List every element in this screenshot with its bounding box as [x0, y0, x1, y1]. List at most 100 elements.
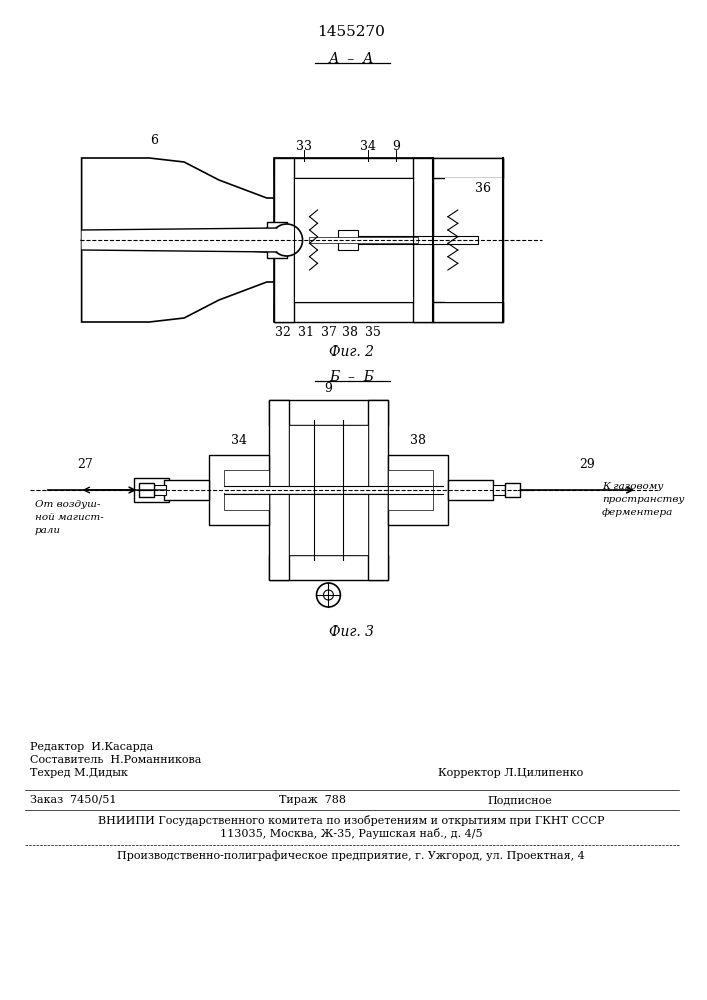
- Bar: [433, 158, 503, 178]
- Polygon shape: [81, 228, 276, 252]
- Bar: [134, 478, 169, 502]
- Bar: [413, 158, 433, 322]
- Bar: [164, 480, 209, 500]
- Bar: [267, 222, 286, 258]
- Bar: [433, 158, 503, 322]
- Bar: [368, 400, 388, 580]
- Bar: [388, 455, 448, 525]
- Text: 38: 38: [410, 434, 426, 446]
- Bar: [224, 487, 443, 493]
- Bar: [433, 158, 503, 178]
- Bar: [224, 470, 269, 510]
- Bar: [274, 158, 433, 178]
- Text: Тираж  788: Тираж 788: [279, 795, 346, 805]
- Text: 31: 31: [298, 326, 314, 338]
- Bar: [433, 302, 503, 322]
- Bar: [413, 158, 433, 322]
- Bar: [274, 302, 433, 322]
- Bar: [274, 158, 433, 322]
- Bar: [286, 170, 421, 310]
- Text: 29: 29: [579, 458, 595, 472]
- Text: 9: 9: [325, 381, 332, 394]
- Bar: [274, 158, 293, 322]
- Bar: [308, 237, 418, 243]
- Bar: [433, 302, 503, 322]
- Bar: [388, 455, 448, 525]
- Bar: [209, 455, 269, 525]
- Bar: [288, 425, 368, 555]
- Circle shape: [324, 590, 334, 600]
- Text: Корректор Л.Цилипенко: Корректор Л.Цилипенко: [438, 768, 583, 778]
- Text: ферментера: ферментера: [602, 508, 673, 517]
- Text: 37: 37: [320, 326, 337, 338]
- Bar: [269, 555, 388, 580]
- Text: рали: рали: [35, 526, 61, 535]
- Text: Б  –  Б: Б – Б: [329, 370, 374, 384]
- Bar: [493, 485, 505, 495]
- Bar: [293, 178, 413, 302]
- Bar: [269, 400, 388, 425]
- Text: Производственно-полиграфическое предприятие, г. Ужгород, ул. Проектная, 4: Производственно-полиграфическое предприя…: [117, 850, 585, 861]
- Bar: [269, 555, 388, 580]
- Bar: [274, 302, 433, 322]
- Text: 32: 32: [275, 326, 291, 338]
- Bar: [224, 486, 443, 494]
- Text: 38: 38: [342, 326, 358, 338]
- Text: Составитель  Н.Романникова: Составитель Н.Романникова: [30, 755, 201, 765]
- Text: 36: 36: [474, 182, 491, 194]
- Bar: [349, 236, 478, 244]
- Bar: [448, 480, 493, 500]
- Bar: [388, 470, 433, 510]
- Text: Техред М.Дидык: Техред М.Дидык: [30, 768, 128, 778]
- Bar: [339, 230, 358, 250]
- Bar: [164, 480, 209, 500]
- Text: Фиг. 2: Фиг. 2: [329, 345, 374, 359]
- Text: К газовому: К газовому: [602, 482, 664, 491]
- Bar: [169, 482, 181, 498]
- Text: 9: 9: [392, 139, 400, 152]
- Bar: [433, 158, 503, 322]
- Bar: [493, 485, 505, 495]
- Bar: [445, 178, 503, 302]
- Bar: [505, 483, 520, 497]
- Text: Подписное: Подписное: [488, 795, 552, 805]
- Text: 113035, Москва, Ж-35, Раушская наб., д. 4/5: 113035, Москва, Ж-35, Раушская наб., д. …: [220, 828, 483, 839]
- Bar: [154, 485, 166, 495]
- Bar: [154, 485, 166, 495]
- Text: пространству: пространству: [602, 495, 684, 504]
- Circle shape: [317, 583, 340, 607]
- Bar: [267, 222, 286, 258]
- Polygon shape: [81, 240, 276, 322]
- Bar: [134, 478, 169, 502]
- Bar: [274, 158, 433, 178]
- Text: 6: 6: [151, 133, 158, 146]
- Bar: [169, 482, 181, 498]
- Text: 33: 33: [296, 139, 312, 152]
- Bar: [209, 455, 269, 525]
- Circle shape: [271, 224, 303, 256]
- Text: 34: 34: [231, 434, 247, 446]
- Bar: [349, 236, 478, 244]
- Text: От воздуш-: От воздуш-: [35, 500, 100, 509]
- Text: 27: 27: [77, 458, 93, 472]
- Text: 34: 34: [361, 139, 376, 152]
- Bar: [139, 483, 154, 497]
- Text: 1455270: 1455270: [317, 25, 385, 39]
- Bar: [269, 400, 288, 580]
- Bar: [224, 486, 443, 494]
- Bar: [448, 480, 493, 500]
- Text: Заказ  7450/51: Заказ 7450/51: [30, 795, 117, 805]
- Text: 35: 35: [366, 326, 381, 338]
- Bar: [269, 400, 288, 580]
- Text: ВНИИПИ Государственного комитета по изобретениям и открытиям при ГКНТ СССР: ВНИИПИ Государственного комитета по изоб…: [98, 815, 604, 826]
- Bar: [368, 400, 388, 580]
- Text: Редактор  И.Касарда: Редактор И.Касарда: [30, 742, 153, 752]
- Bar: [339, 230, 358, 250]
- Text: А  –  А: А – А: [329, 52, 374, 66]
- Bar: [274, 158, 293, 322]
- Bar: [274, 158, 433, 322]
- Text: Фиг. 3: Фиг. 3: [329, 625, 374, 639]
- Text: ной магист-: ной магист-: [35, 513, 104, 522]
- Bar: [269, 400, 388, 425]
- Polygon shape: [81, 158, 276, 240]
